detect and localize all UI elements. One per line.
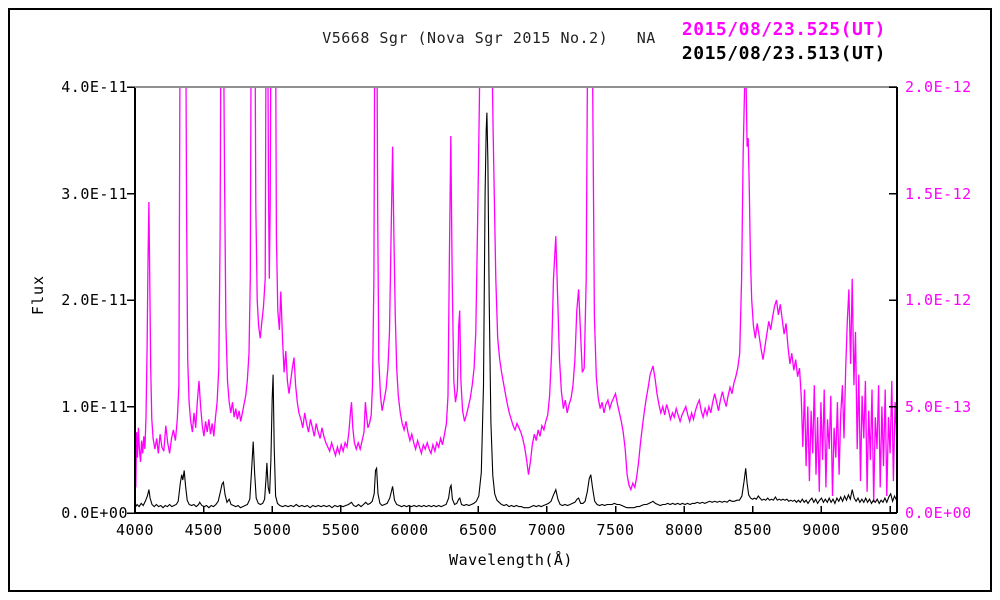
y-axis-tick-label-right: 1.0E-12 <box>905 291 972 309</box>
x-axis-label: Wavelength(Å) <box>449 551 573 569</box>
y-axis-tick-label-left: 2.0E-11 <box>61 291 128 309</box>
magenta-spectrum-line <box>135 87 897 503</box>
x-axis-tick-label: 7000 <box>527 521 566 539</box>
y-axis-tick-label-right: 2.0E-12 <box>905 78 972 96</box>
x-axis-tick-label: 8000 <box>665 521 704 539</box>
x-axis-tick-label: 4500 <box>184 521 223 539</box>
x-axis-tick-label: 9000 <box>802 521 841 539</box>
date-label-magenta: 2015/08/23.525(UT) <box>681 19 886 40</box>
y-axis-tick-label-left: 3.0E-11 <box>61 184 128 203</box>
x-axis-tick-label: 6500 <box>459 521 498 539</box>
x-axis-tick-label: 7500 <box>596 521 635 539</box>
black-spectrum-line <box>135 112 897 509</box>
y-axis-tick-label-left: 4.0E-11 <box>61 78 128 96</box>
x-axis-tick-label: 8500 <box>733 521 772 539</box>
x-axis-tick-label: 6000 <box>390 521 429 539</box>
x-axis-tick-label: 4000 <box>115 521 155 539</box>
x-axis-tick-label: 5000 <box>253 521 292 539</box>
y-axis-tick-label-right: 0.0E+00 <box>905 504 972 522</box>
date-label-black: 2015/08/23.513(UT) <box>681 43 886 64</box>
chart-title: V5668 Sgr (Nova Sgr 2015 No.2) NA <box>322 29 656 47</box>
x-axis-tick-label: 9500 <box>871 521 910 539</box>
y-axis-tick-label-left: 0.0E+00 <box>61 504 128 522</box>
y-axis-tick-label-right: 1.5E-12 <box>905 184 972 203</box>
x-axis-tick-label: 5500 <box>321 521 360 539</box>
y-axis-tick-label-left: 1.0E-11 <box>61 397 128 416</box>
y-axis-tick-label-right: 5.0E-13 <box>905 397 972 416</box>
